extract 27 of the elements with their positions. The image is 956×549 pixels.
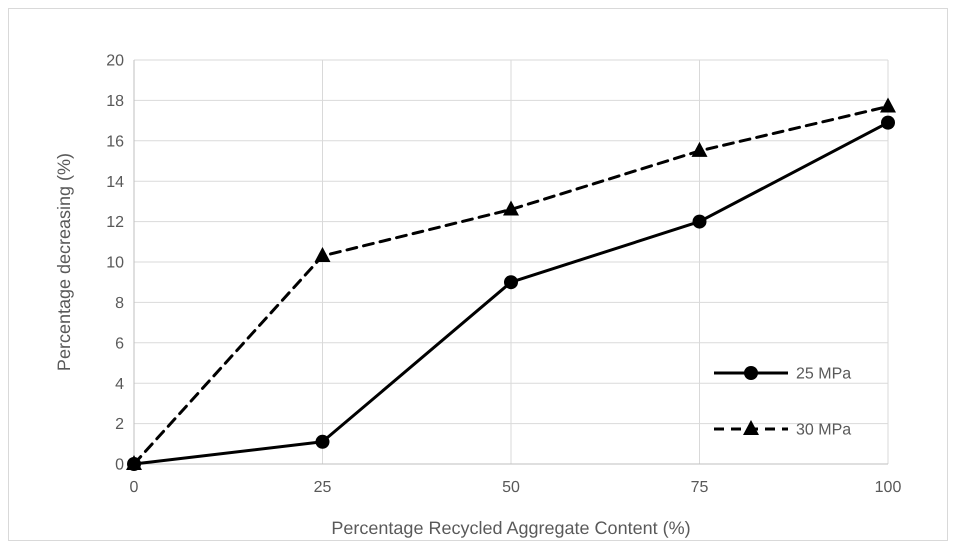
y-tick-label: 14 [106, 174, 124, 191]
point [880, 97, 896, 112]
y-tick-label: 2 [115, 416, 124, 434]
y-tick-label: 20 [106, 52, 124, 70]
x-tick-label: 75 [690, 479, 708, 496]
x-tick-label: 0 [130, 479, 139, 496]
y-axis-title: Percentage decreasing (%) [54, 152, 74, 372]
point [692, 142, 708, 157]
y-tick-label: 10 [106, 254, 124, 272]
point [316, 434, 330, 449]
point [504, 275, 518, 290]
point [503, 200, 519, 216]
x-tick-label: 25 [314, 479, 332, 496]
y-tick-label: 0 [115, 456, 124, 474]
y-tick-label: 12 [106, 214, 124, 232]
y-tick-label: 18 [106, 93, 124, 110]
y-tick-label: 16 [106, 133, 124, 150]
point [314, 246, 330, 262]
legend-label: 30 MPa [796, 422, 852, 439]
legend-label: 25 MPa [796, 366, 852, 383]
point [692, 214, 706, 229]
y-tick-label: 6 [115, 335, 124, 352]
y-tick-label: 8 [115, 295, 124, 312]
x-axis-title: Percentage Recycled Aggregate Content (%) [331, 518, 691, 538]
y-tick-label: 4 [115, 376, 124, 393]
x-tick-label: 50 [502, 479, 520, 496]
x-tick-label: 100 [874, 479, 902, 496]
